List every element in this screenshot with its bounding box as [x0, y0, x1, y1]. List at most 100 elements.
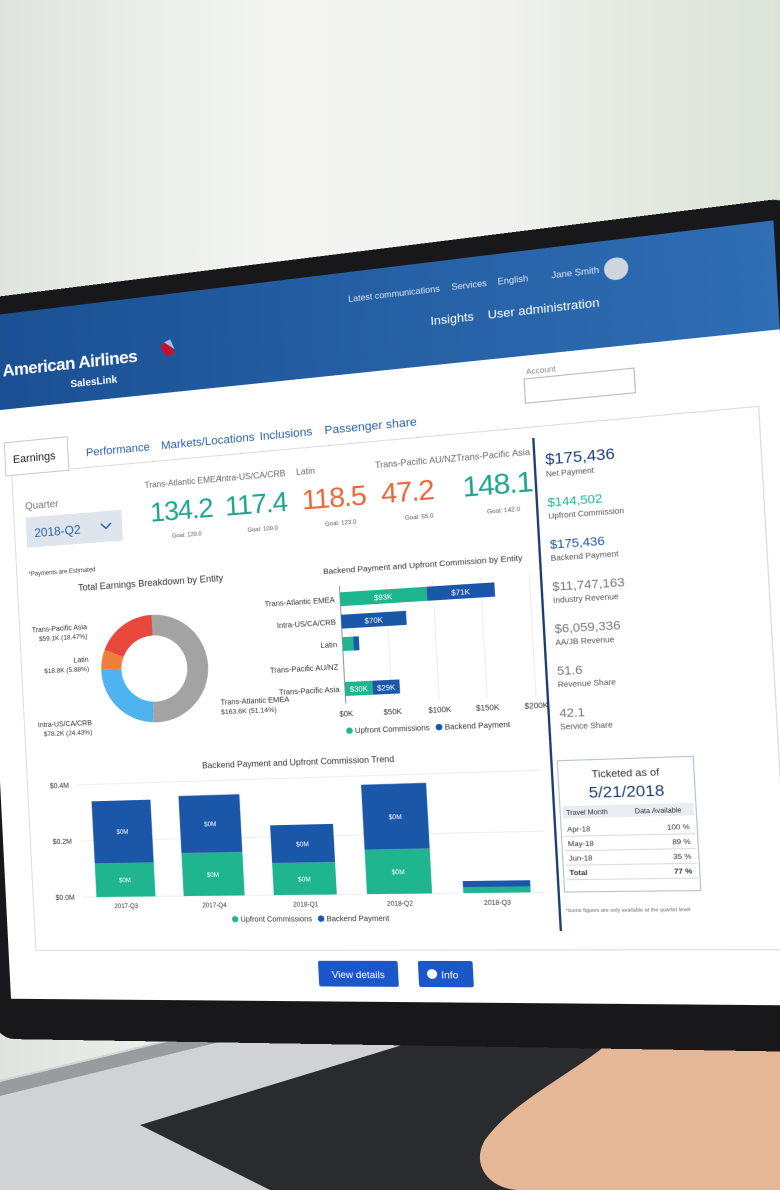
header-link: English	[497, 273, 528, 287]
column-segment	[462, 886, 531, 894]
kpi-goal: Goal: 55.0	[405, 513, 434, 522]
kpi-goal: Goal: 123.0	[325, 519, 357, 528]
kpi-value: 117.4	[224, 487, 288, 522]
kpi-name: Latin	[296, 466, 315, 477]
ticketed-date: 5/21/2018	[588, 782, 665, 801]
table-cell: 100 %	[667, 823, 691, 832]
y-tick-label: Trans-Pacific AU/NZ	[270, 664, 339, 675]
table-cell: 77 %	[674, 868, 693, 876]
kpi-value: 148.1	[462, 466, 533, 503]
ticketed-box	[557, 756, 701, 892]
summary-label: Service Share	[560, 722, 613, 732]
column-label: $0M	[389, 815, 403, 822]
table-cell: May-18	[568, 840, 595, 848]
kpi-goal: Goal: 129.0	[172, 531, 202, 540]
column-label: $0M	[204, 822, 217, 829]
y-tick-label: $0.0M	[55, 895, 75, 902]
table-header: Travel Month	[566, 810, 608, 818]
filter-dropdown[interactable]	[25, 509, 123, 548]
filter-value: 2018-Q2	[34, 523, 81, 540]
donut-label: Latin	[73, 657, 89, 665]
x-tick-label: $200K	[524, 702, 549, 711]
x-tick-label: $50K	[383, 708, 402, 716]
tab[interactable]: Performance	[86, 441, 150, 459]
header-menu: Insights	[430, 310, 475, 328]
header-link: Services	[451, 278, 487, 292]
filter-label: Quarter	[25, 498, 60, 512]
x-tick-label: 2017-Q3	[114, 904, 139, 911]
column-segment	[462, 880, 531, 888]
legend-label: Backend Payment	[326, 915, 389, 923]
summary-value: $144,502	[547, 492, 602, 510]
y-tick-label: Latin	[320, 642, 337, 651]
kpi-value: 118.5	[301, 480, 367, 516]
x-tick-label: $100K	[428, 706, 452, 715]
donut-value: $78.2K (24.43%)	[44, 729, 93, 738]
table-cell: Jun-18	[569, 855, 594, 863]
tab[interactable]: Inclusions	[259, 425, 313, 443]
y-tick-label: $0.2M	[52, 839, 72, 847]
kpi-goal: Goal: 109.0	[247, 525, 278, 534]
summary-label: AA/JB Revenue	[555, 636, 615, 647]
summary-value: 51.6	[557, 664, 583, 679]
y-tick-label: $0.4M	[50, 783, 70, 791]
table-cell: 89 %	[672, 838, 691, 846]
column-label: $0M	[298, 877, 311, 884]
kpi-value: 134.2	[149, 493, 213, 528]
column-label: $0M	[116, 830, 128, 837]
table-header: Data Available	[635, 808, 682, 816]
y-tick-label: Trans-Pacific Asia	[279, 687, 340, 697]
kpi-value: 47.2	[380, 475, 434, 510]
bar-label: $30K	[350, 686, 369, 695]
summary-label: Net Payment	[546, 467, 595, 479]
product: SalesLink	[70, 374, 118, 390]
summary-value: $11,747,163	[552, 576, 625, 594]
legend-label: Upfront Commissions	[240, 916, 313, 924]
footnote: *Some figures are only available at the …	[565, 907, 690, 914]
x-tick-label: 2017-Q4	[202, 903, 228, 910]
account-label: Account	[526, 366, 556, 377]
donut-label: Trans-Pacific Asia	[32, 624, 88, 635]
summary-value: $175,436	[550, 535, 606, 552]
tab[interactable]: Markets/Locations	[161, 431, 256, 453]
tab[interactable]: Earnings	[13, 450, 57, 466]
column-segment	[181, 852, 245, 897]
legend-label: Upfront Commissions	[355, 725, 431, 736]
table-cell: Apr-18	[567, 826, 591, 834]
note: *Payments are Estimated	[28, 567, 95, 578]
summary-value: $6,059,336	[554, 619, 621, 636]
ticketed-title: Ticketed as of	[591, 766, 660, 780]
legend-label: Backend Payment	[445, 721, 511, 731]
summary-value: $175,436	[545, 445, 616, 468]
x-tick-label: 2018-Q1	[293, 902, 319, 909]
column-label: $0M	[296, 842, 309, 849]
y-tick-label: Intra-US/CA/CRB	[277, 619, 337, 630]
x-tick-label: $0K	[339, 711, 354, 719]
donut-label: Intra-US/CA/CRB	[38, 720, 93, 730]
column-segment	[91, 799, 154, 864]
tab[interactable]: Passenger share	[324, 416, 417, 438]
donut-value: $18.8K (5.88%)	[44, 666, 89, 676]
donut-label: Trans-Atlantic EMEA	[220, 696, 290, 707]
laptop-screen: American Airlines SalesLink Latest communi…	[0, 196, 780, 1053]
bar-label: $71K	[451, 589, 471, 598]
column-segment	[94, 862, 156, 898]
button-label[interactable]: View details	[332, 969, 386, 980]
button-label[interactable]: Info	[441, 970, 459, 981]
column-label: $0M	[392, 870, 406, 877]
column-segment	[178, 794, 243, 854]
tab-active[interactable]	[4, 437, 69, 476]
bar-segment	[353, 636, 360, 651]
x-tick-label: $150K	[476, 704, 500, 713]
bar-label: $29K	[377, 684, 396, 693]
table-cell: 35 %	[673, 853, 692, 861]
column-label: $0M	[119, 878, 131, 884]
donut-value: $59.1K (18.47%)	[39, 633, 88, 643]
bar-label: $93K	[374, 594, 393, 603]
summary-label: Industry Revenue	[553, 593, 619, 605]
table-cell: Total	[569, 869, 588, 877]
column-label: $0M	[207, 872, 220, 879]
bar-label: $70K	[364, 617, 383, 626]
